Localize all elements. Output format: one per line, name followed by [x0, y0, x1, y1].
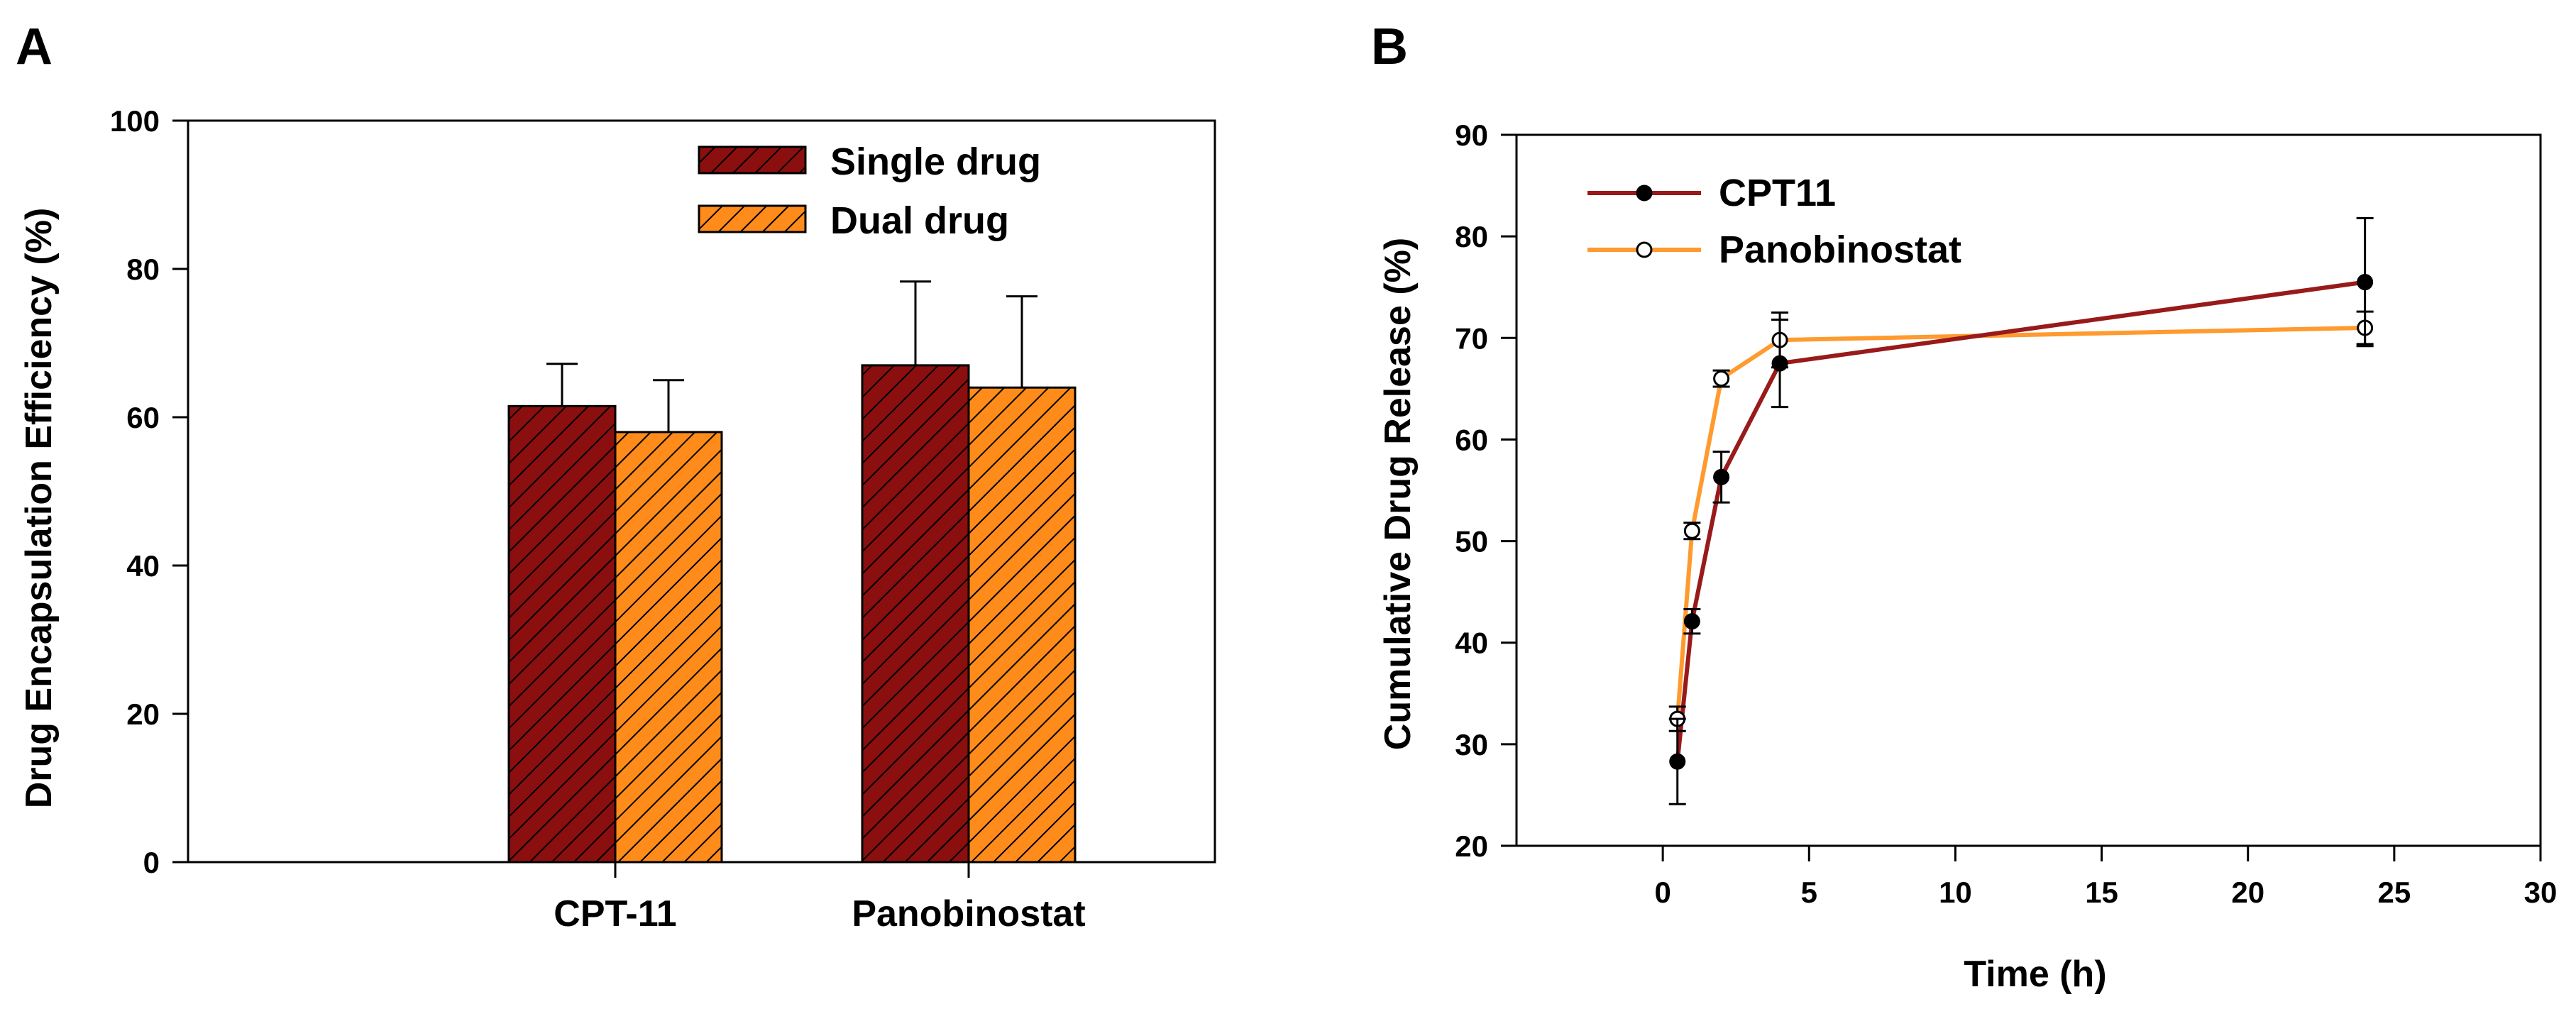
panel-b-y-tick-label: 70: [1455, 321, 1488, 355]
panel-a-y-tick-label: 60: [126, 401, 160, 434]
panel-a-letter: A: [16, 18, 53, 75]
panel-a-y-tick-label: 80: [126, 253, 160, 286]
panel-a-bar: [861, 364, 970, 864]
panel-b-legend: CPT11 Panobinostat: [1587, 172, 1961, 271]
panel-b-x-tick-label: 25: [2377, 876, 2411, 909]
panel-b-data-point: [1683, 613, 1700, 630]
panel-b-x-axis-title: Time (h): [1964, 954, 2106, 995]
panel-a-y-tick-label: 20: [126, 698, 160, 731]
panel-a-category-label: CPT-11: [554, 893, 676, 934]
panel-b-x-tick-label: 20: [2231, 876, 2264, 909]
panel-b-y-tick-label: 80: [1455, 220, 1488, 253]
panel-a-y-tick-label: 0: [143, 846, 160, 879]
legend-pano-label: Panobinostat: [1719, 228, 1961, 271]
legend-dual-swatch: [698, 204, 807, 233]
legend-single-swatch: [698, 145, 807, 175]
panel-b-y-tick-label: 60: [1455, 423, 1488, 456]
panel-a-category-label: Panobinostat: [852, 893, 1085, 934]
panel-a-bar: [614, 431, 723, 864]
panel-b-data-point: [1713, 468, 1730, 485]
panel-a-y-tick-label: 40: [126, 549, 160, 583]
panel-b-y-tick-label: 40: [1455, 627, 1488, 660]
panel-b-y-axis-title: Cumulative Drug Release (%): [1377, 238, 1419, 750]
legend-single-label: Single drug: [830, 140, 1041, 183]
legend-dual-label: Dual drug: [830, 199, 1009, 242]
panel-b-x-tick-label: 5: [1801, 876, 1817, 909]
panel-b-letter: B: [1371, 18, 1408, 75]
panel-b-x-tick-label: 10: [1939, 876, 1972, 909]
legend-cpt11-label: CPT11: [1719, 172, 1836, 214]
panel-a-legend: Single drug Dual drug: [698, 140, 1041, 242]
legend-cpt11-marker: [1636, 184, 1653, 202]
panel-b-x-tick-label: 30: [2524, 876, 2558, 909]
panel-b-y-tick-label: 30: [1455, 728, 1488, 761]
panel-b-data-point: [1683, 522, 1700, 539]
panel-b-data-point: [1771, 355, 1788, 372]
panel-a-y-axis-title: Drug Encapsulation Efficiency (%): [18, 208, 60, 809]
panel-b-data-point: [1713, 370, 1730, 387]
panel-b-data-point: [1669, 753, 1686, 770]
panel-a-bar: [507, 404, 617, 864]
panel-b-y-tick-label: 20: [1455, 829, 1488, 863]
panel-a-bar: [967, 386, 1077, 864]
panel-b-x-tick-label: 0: [1654, 876, 1670, 909]
panel-b-data-point: [2357, 274, 2374, 291]
panel-b-y-tick-label: 50: [1455, 525, 1488, 558]
legend-pano-marker: [1636, 241, 1653, 258]
panel-a-y-tick-label: 100: [110, 104, 160, 138]
panel-b-plot-frame: [1515, 133, 2542, 847]
panel-b-y-tick-label: 90: [1455, 118, 1488, 152]
panel-b-x-tick-label: 15: [2085, 876, 2118, 909]
